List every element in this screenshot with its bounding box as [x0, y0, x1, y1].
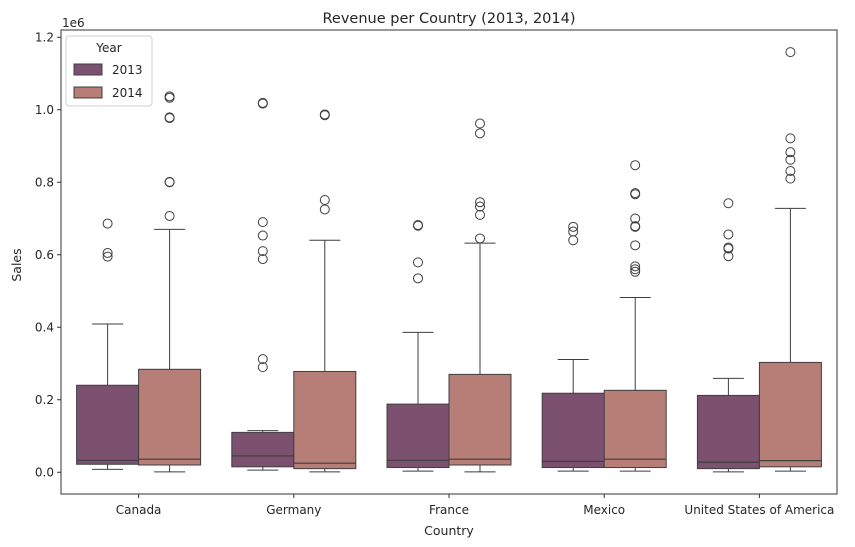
outlier-point: [723, 242, 734, 253]
outlier-point: [257, 362, 268, 373]
legend-swatch-2013: [73, 63, 103, 76]
y-tick-label: 1.2: [35, 30, 54, 44]
outlier-point: [568, 235, 579, 246]
outlier-point: [319, 204, 330, 215]
outlier-point: [630, 266, 641, 277]
y-tick-label: 0.6: [35, 248, 54, 262]
outlier-point: [257, 217, 268, 228]
outlier-point: [630, 221, 641, 232]
outlier-point: [102, 247, 113, 258]
outlier-point: [475, 197, 485, 208]
outlier-point: [413, 257, 423, 268]
y-tick-label: 0.2: [35, 393, 54, 407]
outlier-point: [319, 195, 330, 206]
y-tick-label: 0.4: [35, 320, 54, 334]
outlier-point: [630, 160, 641, 171]
plot-elements: 0.0 0.2 0.4 0.6 0.8 1.0 1.2 Canada Germany France…: [35, 30, 834, 517]
outlier-point: [723, 198, 734, 209]
y-tick-label: 1.0: [35, 103, 54, 117]
outlier-point: [257, 246, 268, 257]
y-tick-label: 0.8: [35, 175, 54, 189]
box-2014: [758, 361, 822, 468]
y-axis-multiplier: 1e6: [62, 16, 85, 30]
outlier-point: [257, 354, 268, 365]
chart-title: Revenue per Country (2013, 2014): [323, 11, 576, 27]
y-tick-label: 0.0: [35, 465, 54, 479]
box-2013: [76, 384, 140, 465]
outlier-point: [630, 213, 641, 224]
legend-label: 2013: [112, 63, 143, 77]
plot-frame: [60, 29, 838, 495]
outlier-point: [164, 112, 175, 123]
legend-swatch-2014: [73, 86, 103, 99]
x-axis-label: Country: [424, 523, 474, 538]
outlier-point: [257, 230, 268, 241]
box-2013: [231, 431, 295, 468]
outlier-point: [475, 128, 485, 139]
outlier-point: [630, 261, 641, 272]
outlier-point: [785, 147, 796, 158]
outlier-point: [413, 273, 423, 284]
outlier-point: [413, 220, 423, 231]
outlier-point: [475, 209, 485, 220]
outlier-point: [785, 154, 796, 165]
outlier-point: [257, 254, 268, 265]
outlier-point: [102, 218, 113, 229]
outlier-point: [319, 109, 330, 120]
outlier-point: [630, 264, 641, 275]
x-tick-label: United States of America: [684, 503, 834, 517]
outlier-point: [164, 91, 175, 102]
outlier-point: [785, 173, 796, 184]
x-tick-label: Germany: [266, 503, 321, 517]
outlier-point: [568, 226, 579, 237]
box-2014: [293, 370, 357, 470]
x-tick-label: Mexico: [583, 503, 625, 517]
box-2013: [386, 403, 450, 469]
outlier-point: [723, 229, 734, 240]
legend-title: Year: [95, 41, 121, 55]
outlier-point: [630, 188, 641, 199]
y-axis-label: Sales: [9, 248, 24, 281]
outlier-point: [164, 210, 175, 221]
x-tick-label: France: [429, 503, 469, 517]
legend-label: 2014: [112, 86, 143, 100]
box-2014: [603, 389, 667, 469]
x-tick-label: Canada: [116, 503, 162, 517]
outlier-point: [785, 47, 796, 58]
outlier-point: [630, 240, 641, 251]
outlier-point: [568, 221, 579, 232]
outlier-point: [257, 97, 268, 108]
outlier-point: [475, 233, 485, 244]
box-2013: [696, 394, 760, 470]
box-2014: [138, 368, 202, 466]
box-2014: [448, 373, 512, 466]
box-2013: [541, 392, 605, 469]
outlier-point: [475, 201, 485, 212]
outlier-point: [785, 133, 796, 144]
outlier-point: [785, 166, 796, 177]
outlier-point: [475, 118, 485, 129]
outlier-point: [102, 251, 113, 262]
outlier-point: [164, 176, 175, 187]
